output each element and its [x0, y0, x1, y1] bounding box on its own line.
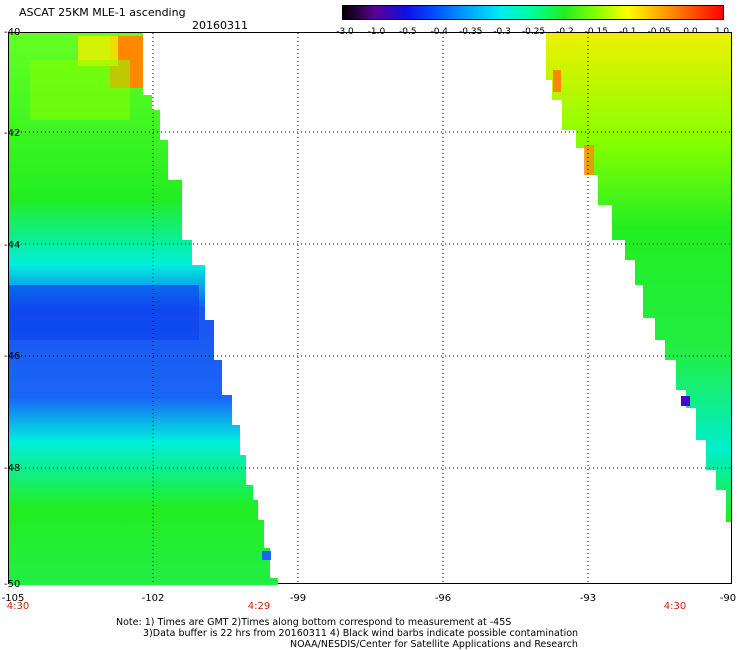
left-blue-core: [9, 285, 199, 340]
footer-note-1: Note: 1) Times are GMT 2)Times along bot…: [116, 617, 512, 628]
right-swath: [546, 33, 731, 522]
time-label: 4:30: [6, 601, 30, 612]
graticule: [9, 33, 731, 584]
latitude-label: -50: [4, 579, 21, 590]
latitude-label: -48: [4, 463, 21, 474]
longitude-label: -102: [141, 593, 165, 604]
latitude-label: -40: [4, 27, 21, 38]
time-label: 4:30: [663, 601, 687, 612]
footer-note-2: 3)Data buffer is 22 hrs from 20160311 4)…: [143, 628, 579, 639]
left-lime-patch: [30, 60, 130, 120]
map-plot-frame: [8, 32, 732, 584]
longitude-label: -105: [1, 593, 25, 604]
time-label: 4:29: [247, 601, 271, 612]
latitude-label: -46: [4, 351, 21, 362]
latitude-label: -42: [4, 128, 21, 139]
right-purple-spot: [681, 396, 690, 406]
longitude-label: -90: [719, 593, 737, 604]
map-date: 20160311: [192, 19, 248, 32]
longitude-label: -96: [434, 593, 452, 604]
footer-credit: NOAA/NESDIS/Center for Satellite Applica…: [290, 639, 578, 650]
left-small-blue: [262, 551, 271, 560]
right-orange-streak: [584, 145, 594, 175]
right-orange-patch: [553, 70, 561, 92]
map-title: ASCAT 25KM MLE-1 ascending: [19, 6, 186, 19]
longitude-label: -99: [289, 593, 307, 604]
colorbar: [342, 5, 724, 20]
longitude-label: -93: [579, 593, 597, 604]
latitude-label: -44: [4, 240, 21, 251]
